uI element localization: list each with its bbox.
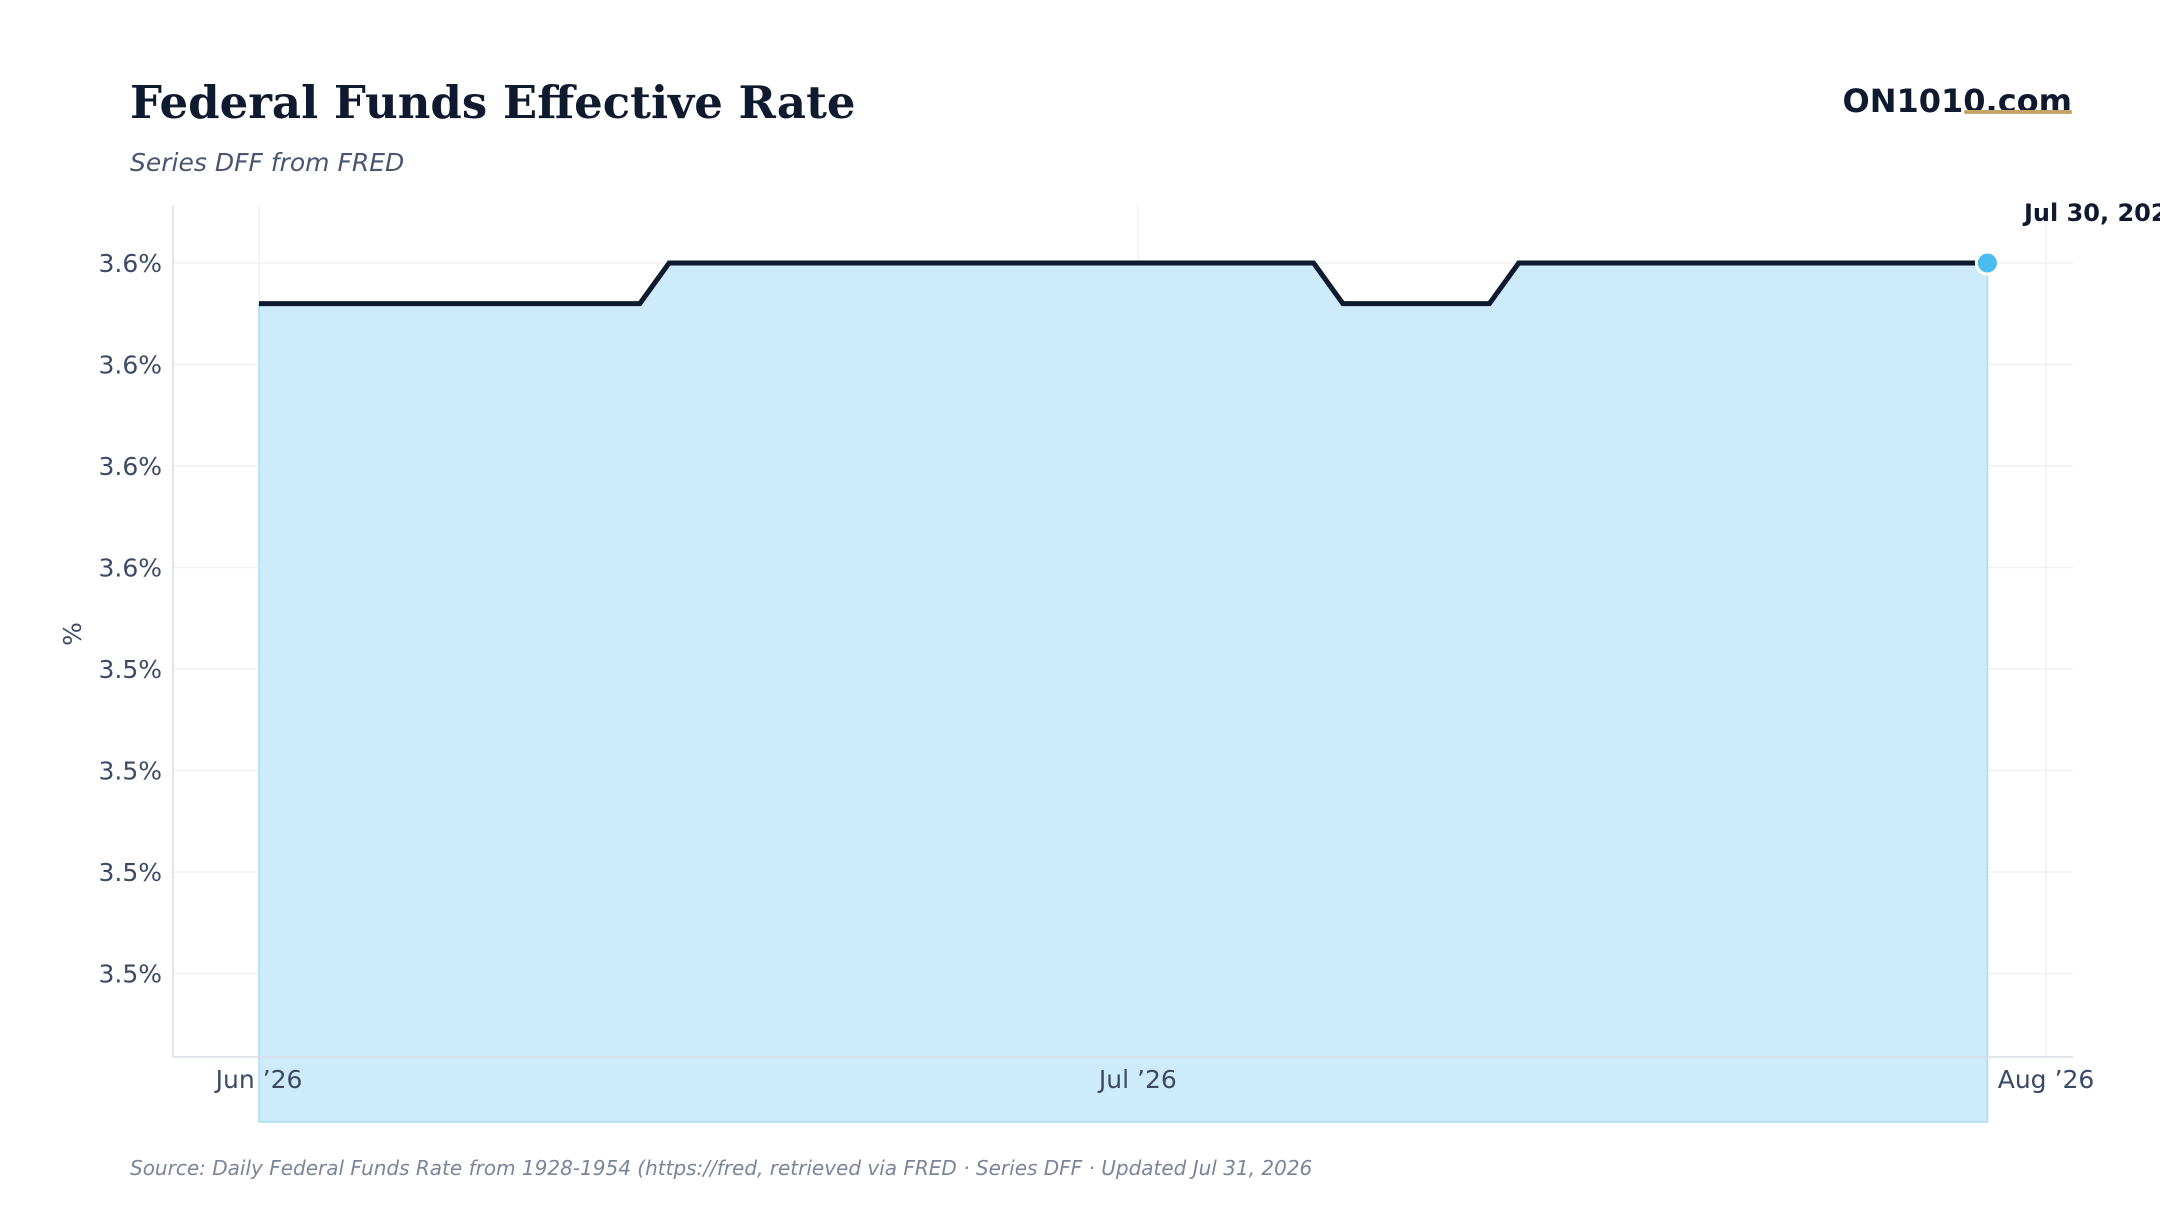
label-layer: 3.5% 3.5% 3.5% 3.5% 3.6% 3.6% 3.6% 3.6% Jun ’26 J…: [58, 199, 2160, 1094]
y-tick-label: 3.5%: [98, 858, 162, 887]
y-tick-label: 3.5%: [98, 655, 162, 684]
line-layer: [259, 250, 2000, 307]
series-area: [258, 262, 1989, 1123]
y-tick-label: 3.6%: [98, 249, 162, 278]
y-tick-label: 3.6%: [98, 351, 162, 380]
x-tick-label: Aug ’26: [1998, 1065, 2095, 1094]
chart-title: Federal Funds Effective Rate: [130, 76, 856, 129]
axis-layer: [172, 206, 2073, 1058]
brand-underline: [1964, 110, 2072, 114]
y-tick-label: 3.6%: [98, 452, 162, 481]
area-layer: [258, 262, 1989, 1123]
last-point-marker: [1974, 250, 2000, 276]
x-tick-label: Jul ’26: [1097, 1065, 1177, 1094]
y-axis-label: %: [58, 622, 87, 646]
y-tick-label: 3.6%: [98, 554, 162, 583]
series-line: [259, 260, 1988, 307]
y-tick-label: 3.5%: [98, 757, 162, 786]
source-note: Source: Daily Federal Funds Rate from 19…: [130, 1156, 1313, 1180]
last-point-label: Jul 30, 2026: [2022, 199, 2160, 227]
x-tick-label: Jun ’26: [214, 1065, 303, 1094]
y-tick-label: 3.5%: [98, 960, 162, 989]
chart-subtitle: Series DFF from FRED: [130, 148, 405, 177]
